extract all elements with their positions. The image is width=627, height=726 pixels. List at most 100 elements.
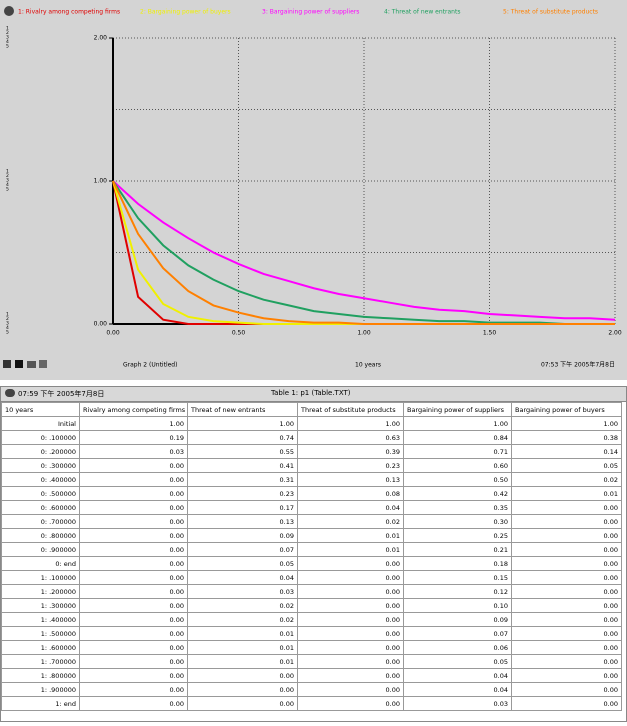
row-label: 0: .800000 [1,528,80,543]
y-tick-label: 0.00 [94,321,108,328]
table-cell: 0.13 [187,514,298,529]
table-cell: 0.00 [79,514,188,529]
table-cell: 0.00 [79,500,188,515]
legend-entry: 5: Threat of substitute products [503,9,598,16]
graph-timestamp: 07:53 下午 2005年7月8日 [541,361,615,369]
table-cell: 0.00 [511,640,622,655]
edit-icon[interactable] [39,360,47,368]
table-cell: 0.31 [187,472,298,487]
axis-marker: 1 [6,169,9,175]
table-cell: 0.00 [511,542,622,557]
table-row: 0: .200000 0.03 0.55 0.39 0.71 0.14 [1,444,622,459]
table-cell: 0.09 [187,528,298,543]
y-tick-label: 2.00 [94,35,108,42]
table-cell: 0.00 [297,612,404,627]
table-row: 1: .400000 0.00 0.02 0.00 0.09 0.00 [1,612,622,627]
table-cell: 0.00 [511,668,622,683]
table-cell: 0.01 [511,486,622,501]
row-label: 0: .700000 [1,514,80,529]
x-tick-label: 2.00 [608,330,622,337]
axis-marker: 1 [6,312,9,318]
table-cell: 0.04 [297,500,404,515]
table-cell: 0.05 [511,458,622,473]
table-cell: 0.00 [297,570,404,585]
table-cell: 0.01 [297,528,404,543]
row-label: 1: .800000 [1,668,80,683]
table-cell: 0.03 [187,584,298,599]
table-cell: 0.04 [403,668,512,683]
graph-pin-icon[interactable] [4,6,14,16]
table-cell: 0.00 [297,556,404,571]
table-cell: 0.00 [187,696,298,711]
table-cell: 0.02 [511,472,622,487]
table-cell: 0.04 [187,570,298,585]
table-body: Initial 1.00 1.00 1.00 1.00 1.00 0: .100000 0.1… [1,416,622,711]
row-label: 0: .500000 [1,486,80,501]
table-cell: 1.00 [187,416,298,431]
lock-icon[interactable] [15,360,23,368]
row-label: 0: .300000 [1,458,80,473]
table-cell: 0.30 [403,514,512,529]
table-cell: 0.07 [403,626,512,641]
table-cell: 0.14 [511,444,622,459]
table-cell: 0.00 [511,598,622,613]
row-label: 0: .100000 [1,430,80,445]
table-cell: 0.00 [297,682,404,697]
table-cell: 0.71 [403,444,512,459]
series-line [112,180,615,325]
axis-marker: 2 [6,316,9,322]
table-cell: 0.07 [187,542,298,557]
graph-name: Graph 2 (Untitled) [123,362,177,369]
table-cell: 0.00 [297,626,404,641]
table-cell: 0.00 [79,654,188,669]
table-row: 1: .100000 0.00 0.04 0.00 0.15 0.00 [1,570,622,585]
table-cell: 0.00 [79,458,188,473]
table-cell: 0.55 [187,444,298,459]
axis-marker: 5 [6,187,9,193]
column-header: 10 years [1,402,80,417]
table-cell: 0.00 [79,542,188,557]
x-tick-label: 1.50 [483,330,497,337]
table-cell: 0.00 [511,612,622,627]
table-cell: 0.00 [511,500,622,515]
table-cell: 0.06 [403,640,512,655]
table-cell: 0.00 [511,654,622,669]
header-row: 10 years Rivalry among competing firms Thr… [1,402,622,417]
axis-marker: 2 [6,173,9,179]
table-cell: 0.74 [187,430,298,445]
axis-marker: 4 [6,325,9,331]
table-cell: 0.21 [403,542,512,557]
table-row: 1: .300000 0.00 0.02 0.00 0.10 0.00 [1,598,622,613]
row-label: 1: .500000 [1,626,80,641]
table-cell: 0.01 [297,542,404,557]
table-cell: 0.02 [187,598,298,613]
print-icon[interactable] [27,361,36,368]
table-row: 0: .800000 0.00 0.09 0.01 0.25 0.00 [1,528,622,543]
row-label: Initial [1,416,80,431]
table-cell: 0.00 [511,584,622,599]
axis-marker: 3 [6,35,9,41]
axis-marker: 4 [6,182,9,188]
table-row: Initial 1.00 1.00 1.00 1.00 1.00 [1,416,622,431]
table-cell: 0.04 [403,682,512,697]
axis-marker: 3 [6,321,9,327]
table-row: 1: .800000 0.00 0.00 0.00 0.04 0.00 [1,668,622,683]
x-axis-label: 10 years [355,362,381,369]
table-cell: 0.00 [511,696,622,711]
table-pin-icon[interactable] [5,389,15,397]
column-header: Threat of new entrants [187,402,298,417]
table-row: 1: .700000 0.00 0.01 0.00 0.05 0.00 [1,654,622,669]
table-cell: 0.00 [511,626,622,641]
row-label: 1: .600000 [1,640,80,655]
table-row: 1: .900000 0.00 0.00 0.00 0.04 0.00 [1,682,622,697]
x-tick-label: 0.00 [106,330,120,337]
table-cell: 1.00 [297,416,404,431]
table-cell: 0.10 [403,598,512,613]
row-label: 0: .900000 [1,542,80,557]
table-cell: 0.09 [403,612,512,627]
table-cell: 0.01 [187,654,298,669]
tool-icon[interactable] [3,360,11,368]
row-label: 1: .700000 [1,654,80,669]
axis-marker: 1 [6,26,9,32]
